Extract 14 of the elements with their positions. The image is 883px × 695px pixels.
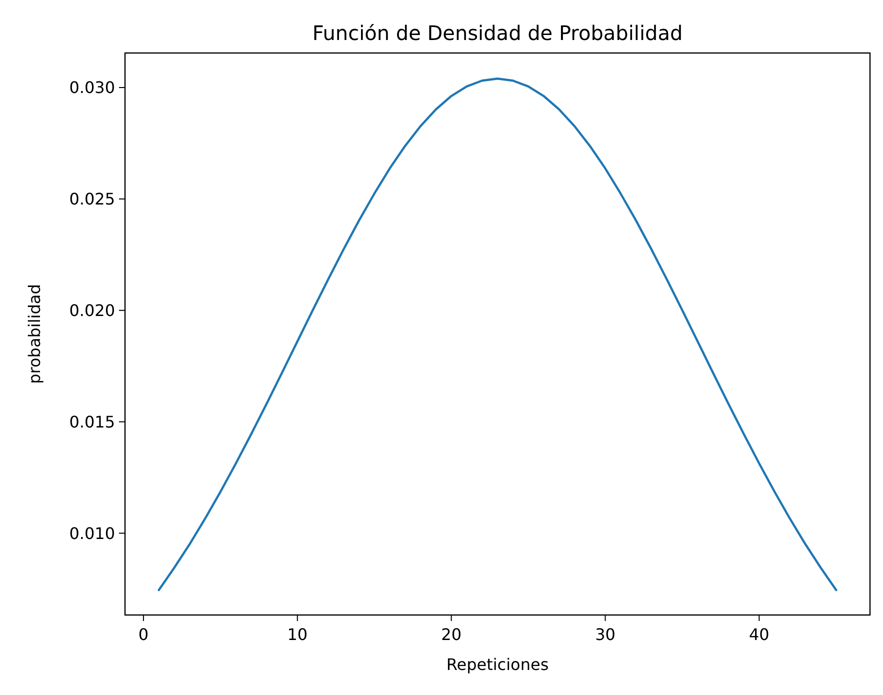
line-series [158, 78, 838, 592]
y-tick-label: 0.025 [69, 190, 115, 209]
chart-title: Función de Densidad de Probabilidad [312, 21, 683, 45]
y-tick-label: 0.030 [69, 78, 115, 98]
y-tick-label: 0.015 [69, 412, 115, 432]
y-tick-label: 0.010 [69, 524, 115, 543]
y-tick-label: 0.020 [69, 300, 115, 320]
x-tick-label: 20 [441, 625, 462, 644]
x-tick-label: 0 [138, 625, 149, 644]
x-tick-label: 30 [595, 625, 616, 644]
y-axis-title: probabilidad [25, 284, 44, 384]
x-tick-label: 10 [287, 625, 308, 644]
x-tick-label: 40 [748, 625, 770, 644]
x-axis-title: Repeticiones [446, 655, 549, 674]
